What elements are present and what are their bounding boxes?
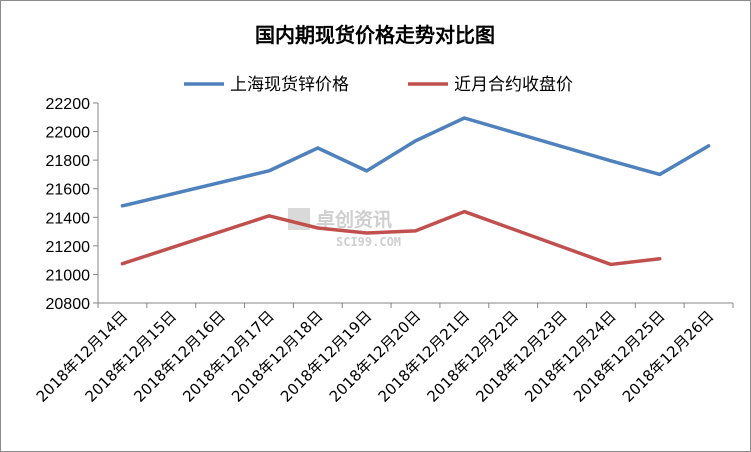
y-tick-label: 21600 [46,182,91,199]
y-tick-label: 21000 [46,267,91,284]
x-tick-label: 2018年12月14日 [33,307,132,406]
watermark-text: 卓创资讯 [316,208,392,231]
x-tick-label: 2018年12月19日 [277,307,376,406]
y-tick-label: 21400 [46,210,91,227]
x-tick-label: 2018年12月20日 [326,307,425,406]
x-tick-label: 2018年12月23日 [472,307,571,406]
x-tick-label: 2018年12月18日 [228,307,327,406]
series-line-1 [120,209,662,267]
x-tick-label: 2018年12月26日 [619,307,718,406]
axes: 20800 21000 21200 21400 21600 21800 22000 22200… [33,96,734,406]
y-tick-label: 21200 [46,239,91,256]
x-tick-label: 2018年12月24日 [521,307,620,406]
x-tick-label: 2018年12月16日 [130,307,229,406]
x-tick-label: 2018年12月22日 [423,307,522,406]
series-line-0 [120,116,711,208]
x-tick-label: 2018年12月21日 [375,307,474,406]
chart-title: 国内期现货价格走势对比图 [255,23,495,47]
y-tick-label: 21800 [46,153,91,170]
y-tick-label: 22000 [46,125,91,142]
y-tick-label: 22200 [46,96,91,113]
series-layer [120,116,711,267]
x-tick-label: 2018年12月17日 [179,307,278,406]
x-tick-label: 2018年12月25日 [570,307,669,406]
watermark-sub: SCI99.COM [336,235,401,249]
legend: 上海现货锌价格 近月合约收盘价 [184,75,573,95]
x-tick-label: 2018年12月15日 [82,307,181,406]
watermark: 卓创资讯 SCI99.COM [288,208,401,249]
legend-label-0: 上海现货锌价格 [230,75,349,95]
y-tick-label: 20800 [46,296,91,313]
legend-label-1: 近月合约收盘价 [454,75,573,95]
